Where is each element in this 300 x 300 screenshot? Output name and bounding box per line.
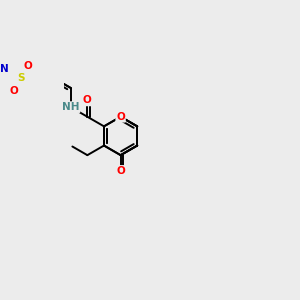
Text: O: O — [9, 85, 18, 95]
Text: O: O — [116, 166, 125, 176]
Text: NH: NH — [62, 102, 80, 112]
Text: O: O — [116, 112, 125, 122]
Text: O: O — [23, 61, 32, 71]
Text: N: N — [0, 64, 9, 74]
Text: S: S — [17, 73, 25, 83]
Text: O: O — [83, 95, 92, 105]
